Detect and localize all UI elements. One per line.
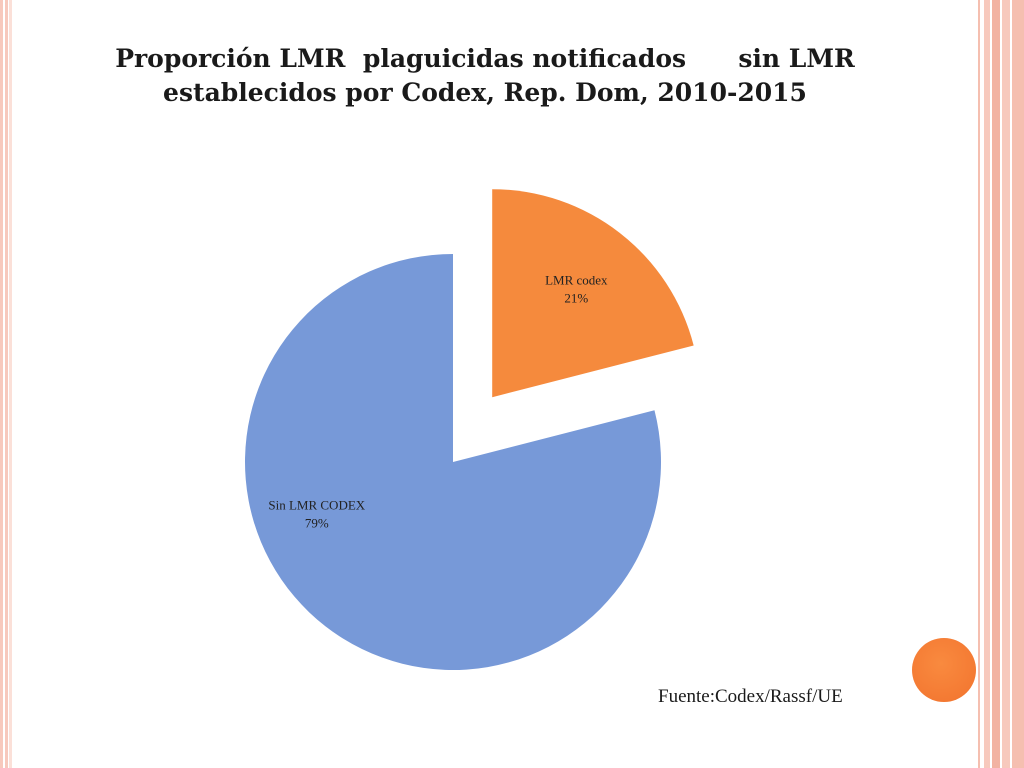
right-border-decoration — [976, 0, 1024, 768]
orange-circle-decoration — [912, 638, 976, 702]
slice-name-label: Sin LMR CODEX — [268, 497, 365, 512]
chart-title-line-2: establecidos por Codex, Rep. Dom, 2010-2… — [163, 78, 807, 107]
chart-title-line-1: Proporción LMR plaguicidas notificados s… — [115, 44, 855, 73]
pie-slice-sin-lmr-codex — [245, 253, 661, 670]
left-border-decoration — [0, 0, 16, 768]
slice-name-label: LMR codex — [545, 273, 608, 288]
pie-slice-lmr-codex — [492, 189, 694, 398]
slice-percent-label: 79% — [305, 515, 329, 530]
slice-percent-label: 21% — [564, 291, 588, 306]
source-note: Fuente:Codex/Rassf/UE — [658, 686, 843, 707]
chart-title: Proporción LMR plaguicidas notificados s… — [60, 42, 910, 110]
